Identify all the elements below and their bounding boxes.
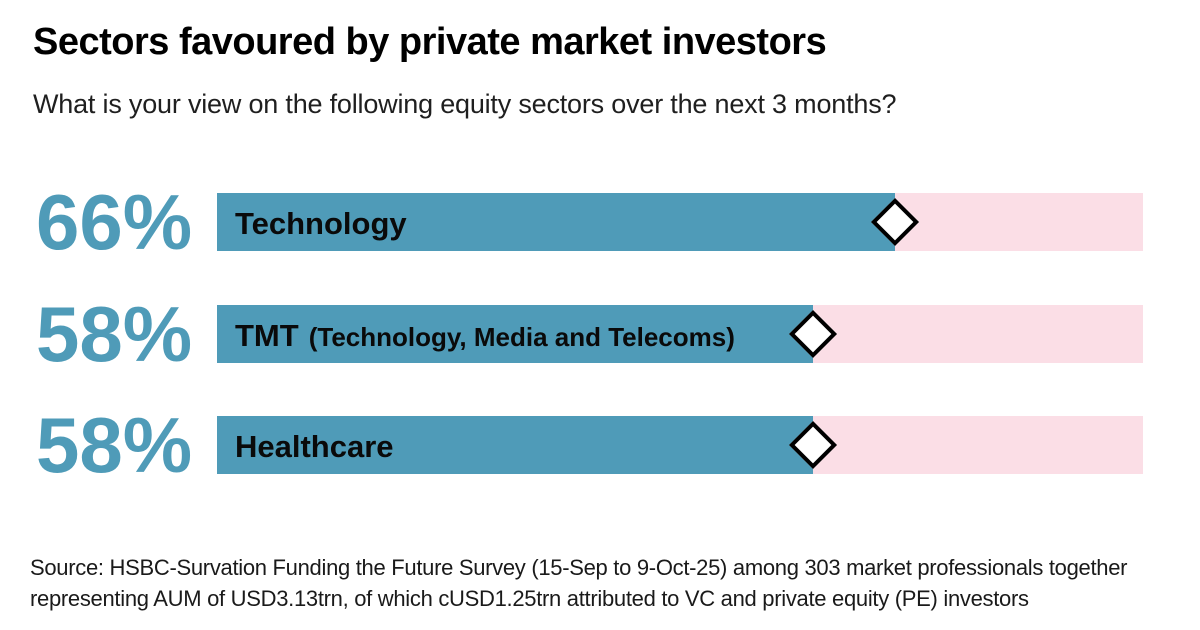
percentage-value: 58% bbox=[36, 401, 193, 489]
page-title: Sectors favoured by private market inves… bbox=[33, 21, 827, 63]
sector-label: Technology bbox=[235, 205, 407, 239]
bar-fill: Technology bbox=[217, 193, 895, 251]
bar-fill: TMT (Technology, Media and Telecoms) bbox=[217, 304, 813, 363]
bar-fill: Healthcare bbox=[217, 416, 813, 474]
sector-name-suffix: (Technology, Media and Telecoms) bbox=[308, 321, 735, 352]
sector-label: TMT (Technology, Media and Telecoms) bbox=[235, 317, 735, 351]
percentage-value: 66% bbox=[36, 178, 193, 266]
survey-question: What is your view on the following equit… bbox=[33, 89, 897, 119]
source-note: Source: HSBC-Survation Funding the Futur… bbox=[30, 552, 1128, 614]
percentage-value: 58% bbox=[36, 289, 193, 378]
sector-name: Healthcare bbox=[235, 429, 394, 464]
bar-chart: 66% Technology 58% TMT (Technology, Media… bbox=[36, 178, 1143, 489]
sector-name: TMT bbox=[235, 317, 299, 353]
bar-track: Healthcare bbox=[217, 416, 1143, 474]
bar-track: TMT (Technology, Media and Telecoms) bbox=[217, 304, 1143, 363]
source-line-1: Source: HSBC-Survation Funding the Futur… bbox=[30, 555, 1128, 580]
bar-track: Technology bbox=[217, 193, 1143, 251]
bar-row: 58% Healthcare bbox=[36, 401, 1143, 489]
bar-row: 66% Technology bbox=[36, 178, 1143, 266]
sector-name: Technology bbox=[235, 206, 407, 241]
bar-row: 58% TMT (Technology, Media and Telecoms) bbox=[36, 289, 1143, 378]
source-line-2: representing AUM of USD3.13trn, of which… bbox=[30, 586, 1029, 611]
sector-label: Healthcare bbox=[235, 428, 394, 462]
